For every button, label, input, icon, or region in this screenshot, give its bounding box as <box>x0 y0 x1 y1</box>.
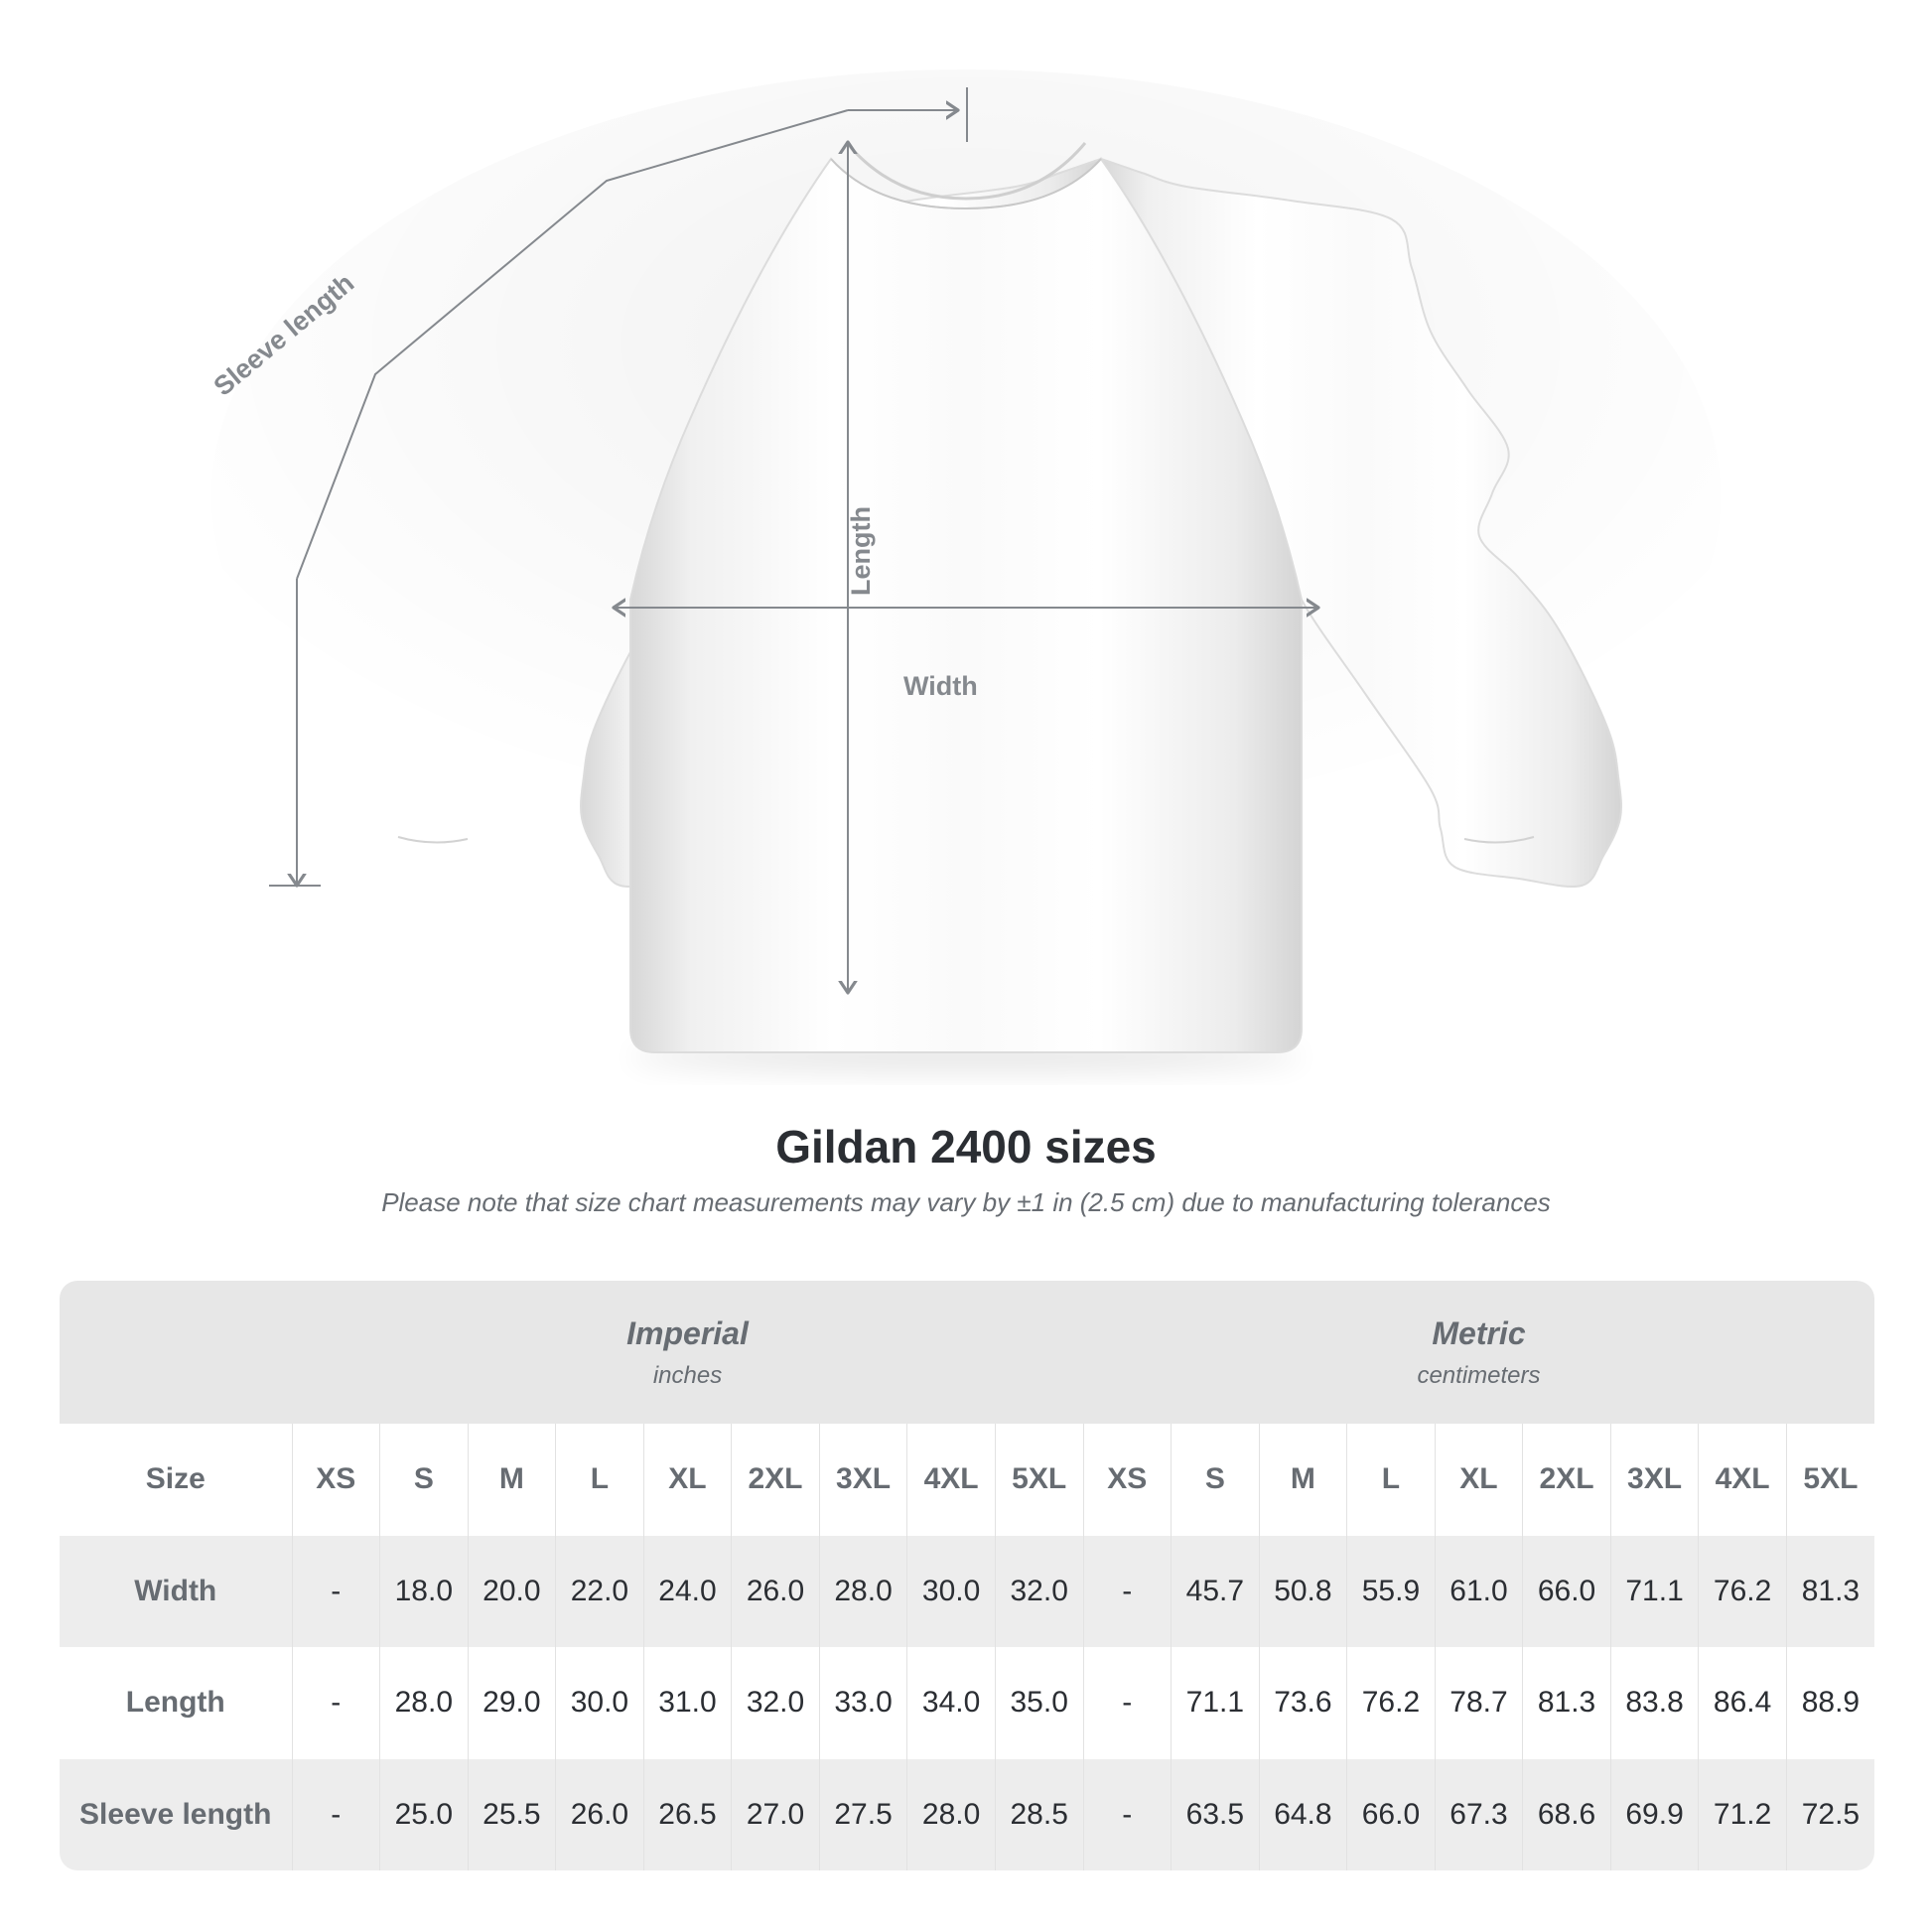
svg-text:Length: Length <box>846 506 876 596</box>
svg-text:Width: Width <box>903 671 978 701</box>
